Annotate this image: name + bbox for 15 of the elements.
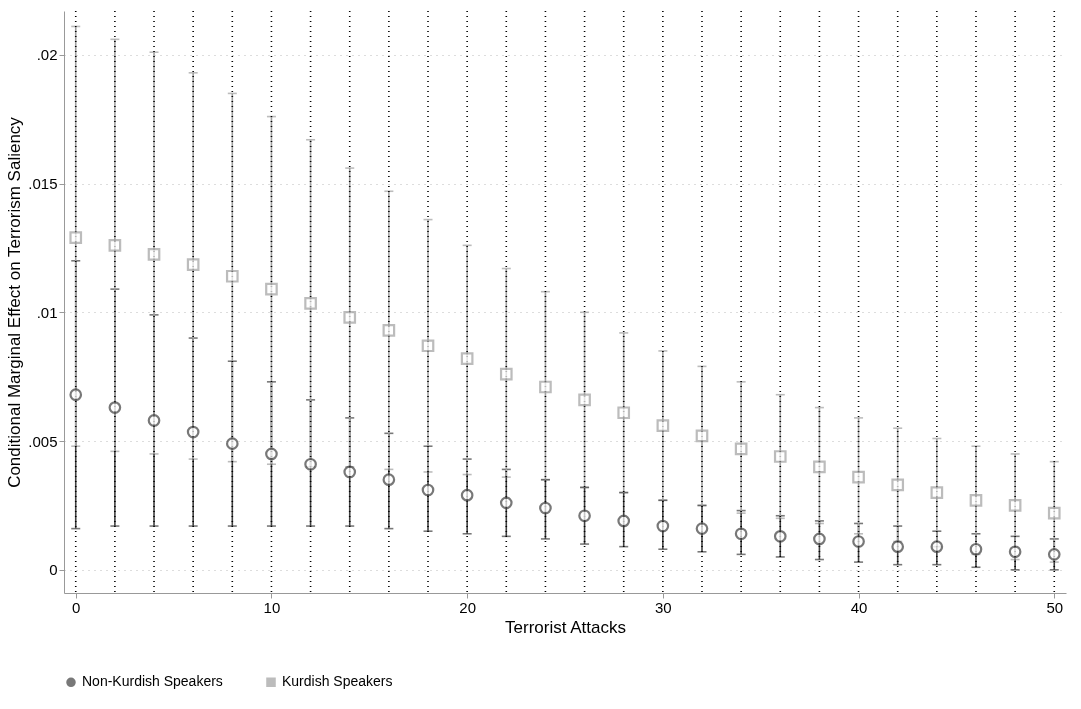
legend-label: Non-Kurdish Speakers: [82, 673, 223, 690]
y-tick-label: .02: [36, 46, 58, 64]
legend-label: Kurdish Speakers: [282, 673, 393, 690]
y-tick-label: .005: [28, 432, 58, 450]
y-tick-label: .01: [36, 303, 58, 321]
y-tick-label: 0: [49, 561, 58, 579]
x-tick-label: 40: [850, 598, 868, 616]
x-tick-label: 30: [655, 598, 672, 616]
y-tick-label: .015: [28, 175, 58, 193]
x-tick-label: 10: [263, 598, 281, 616]
y-axis-title: Conditional Marginal Effect on Terrorism Saliency: [5, 116, 25, 488]
x-tick-label: 0: [72, 598, 81, 616]
x-tick-label: 20: [459, 598, 476, 616]
x-tick-label: 50: [1046, 598, 1064, 616]
x-axis-title: Terrorist Attacks: [505, 617, 626, 637]
